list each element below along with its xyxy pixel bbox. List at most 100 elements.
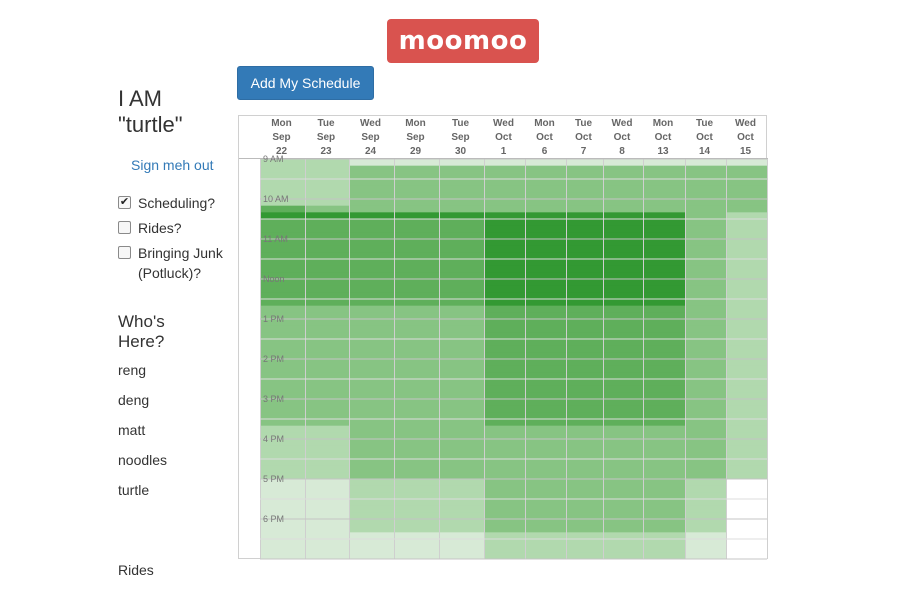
availability-cell[interactable] (685, 512, 726, 520)
availability-cell[interactable] (643, 305, 685, 313)
availability-cell[interactable] (726, 392, 767, 400)
availability-cell[interactable] (643, 472, 685, 480)
availability-cell[interactable] (726, 319, 767, 327)
availability-cell[interactable] (305, 185, 349, 193)
availability-heatmap[interactable] (239, 116, 768, 560)
availability-cell[interactable] (349, 252, 394, 260)
availability-cell[interactable] (394, 519, 439, 527)
availability-cell[interactable] (394, 205, 439, 213)
availability-cell[interactable] (726, 292, 767, 300)
availability-cell[interactable] (566, 332, 603, 340)
availability-cell[interactable] (566, 185, 603, 193)
availability-cell[interactable] (439, 485, 484, 493)
availability-cell[interactable] (726, 479, 767, 487)
availability-cell[interactable] (566, 359, 603, 367)
availability-cell[interactable] (566, 212, 603, 220)
availability-cell[interactable] (726, 165, 767, 173)
availability-cell[interactable] (260, 192, 305, 200)
availability-cell[interactable] (566, 305, 603, 313)
availability-cell[interactable] (525, 345, 566, 353)
availability-cell[interactable] (394, 499, 439, 507)
availability-cell[interactable] (305, 439, 349, 447)
availability-cell[interactable] (726, 532, 767, 540)
availability-cell[interactable] (394, 225, 439, 233)
availability-cell[interactable] (260, 452, 305, 460)
availability-cell[interactable] (643, 159, 685, 167)
availability-cell[interactable] (484, 312, 525, 320)
availability-cell[interactable] (643, 292, 685, 300)
availability-cell[interactable] (726, 179, 767, 187)
availability-cell[interactable] (349, 239, 394, 247)
availability-cell[interactable] (439, 299, 484, 307)
availability-cell[interactable] (484, 219, 525, 227)
availability-cell[interactable] (566, 339, 603, 347)
availability-cell[interactable] (643, 332, 685, 340)
availability-cell[interactable] (394, 179, 439, 187)
availability-cell[interactable] (305, 312, 349, 320)
availability-cell[interactable] (439, 245, 484, 253)
availability-cell[interactable] (305, 199, 349, 207)
availability-cell[interactable] (643, 172, 685, 180)
availability-cell[interactable] (394, 525, 439, 533)
availability-cell[interactable] (305, 339, 349, 347)
availability-cell[interactable] (643, 465, 685, 473)
availability-cell[interactable] (643, 259, 685, 267)
availability-cell[interactable] (603, 292, 643, 300)
availability-cell[interactable] (349, 272, 394, 280)
availability-cell[interactable] (260, 412, 305, 420)
availability-cell[interactable] (484, 525, 525, 533)
availability-cell[interactable] (305, 379, 349, 387)
availability-cell[interactable] (566, 285, 603, 293)
availability-cell[interactable] (484, 505, 525, 513)
availability-cell[interactable] (394, 259, 439, 267)
availability-cell[interactable] (525, 352, 566, 360)
availability-cell[interactable] (685, 312, 726, 320)
availability-cell[interactable] (643, 352, 685, 360)
availability-cell[interactable] (566, 399, 603, 407)
availability-cell[interactable] (260, 472, 305, 480)
availability-cell[interactable] (484, 212, 525, 220)
availability-cell[interactable] (603, 519, 643, 527)
availability-cell[interactable] (726, 525, 767, 533)
option-scheduling[interactable]: ✔ Scheduling? (118, 193, 228, 213)
availability-cell[interactable] (394, 272, 439, 280)
availability-cell[interactable] (643, 359, 685, 367)
availability-cell[interactable] (349, 425, 394, 433)
availability-cell[interactable] (685, 179, 726, 187)
availability-cell[interactable] (603, 192, 643, 200)
availability-cell[interactable] (305, 545, 349, 553)
availability-cell[interactable] (726, 172, 767, 180)
availability-cell[interactable] (260, 552, 305, 560)
availability-cell[interactable] (643, 539, 685, 547)
availability-cell[interactable] (685, 352, 726, 360)
availability-cell[interactable] (260, 285, 305, 293)
availability-cell[interactable] (566, 545, 603, 553)
availability-cell[interactable] (484, 225, 525, 233)
availability-cell[interactable] (305, 445, 349, 453)
availability-cell[interactable] (305, 179, 349, 187)
availability-cell[interactable] (439, 332, 484, 340)
availability-cell[interactable] (525, 272, 566, 280)
availability-cell[interactable] (726, 312, 767, 320)
availability-cell[interactable] (603, 272, 643, 280)
availability-cell[interactable] (566, 459, 603, 467)
availability-cell[interactable] (484, 259, 525, 267)
availability-cell[interactable] (349, 285, 394, 293)
availability-cell[interactable] (439, 219, 484, 227)
availability-cell[interactable] (566, 512, 603, 520)
availability-cell[interactable] (349, 312, 394, 320)
availability-cell[interactable] (349, 505, 394, 513)
availability-cell[interactable] (305, 532, 349, 540)
availability-cell[interactable] (603, 545, 643, 553)
availability-cell[interactable] (439, 465, 484, 473)
availability-cell[interactable] (603, 245, 643, 253)
availability-cell[interactable] (525, 532, 566, 540)
availability-cell[interactable] (603, 279, 643, 287)
availability-cell[interactable] (260, 319, 305, 327)
availability-cell[interactable] (484, 185, 525, 193)
availability-cell[interactable] (260, 485, 305, 493)
availability-cell[interactable] (439, 199, 484, 207)
availability-cell[interactable] (685, 205, 726, 213)
availability-cell[interactable] (685, 519, 726, 527)
availability-cell[interactable] (484, 452, 525, 460)
